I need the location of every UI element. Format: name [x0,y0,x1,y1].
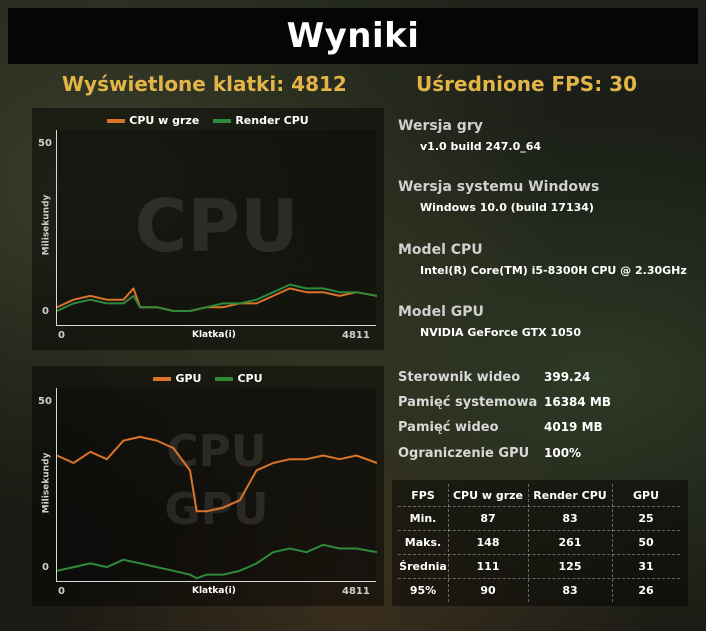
gpu-chart-legend: GPU CPU [32,372,384,385]
header-cell: Render CPU [533,488,607,502]
cpu-model-value: Intel(R) Core(TM) i5-8300H CPU @ 2.30GHz [420,264,687,277]
legend-label: CPU w grze [129,114,200,127]
row-label: Średnia [399,560,447,573]
average-fps-stat: Uśrednione FPS: 30 [416,72,638,96]
legend-item-render-cpu: Render CPU [213,114,309,127]
video-driver-value: 399.24 [544,370,591,384]
frames-rendered-stat: Wyświetlone klatki: 4812 [62,72,347,96]
fps-table-header: FPS CPU w grze Render CPU GPU [398,484,680,506]
table-row: Min. 87 83 25 [398,506,680,530]
row-label: Min. [409,512,437,525]
gpu-limit-label: Ograniczenie GPU [398,446,530,461]
system-memory-label: Pamięć systemowa [398,395,538,410]
table-cell: 261 [558,536,582,549]
table-column-divider [528,484,529,602]
row-label: 95% [409,584,437,597]
gpu-chart-svg [57,435,377,580]
table-cell: 25 [638,512,654,525]
system-memory-row: Pamięć systemowa 16384 MB [398,395,698,410]
y-axis-max-label: 50 [38,396,52,407]
gpu-series-line-gpu [57,435,377,513]
gpu-model-label: Model GPU [398,304,484,320]
gpu-limit-row: Ograniczenie GPU 100% [398,446,698,461]
header-cell: FPS [411,488,435,502]
system-memory-value: 16384 MB [544,395,612,409]
table-column-divider [448,484,449,602]
gpu-model-block: Model GPU NVIDIA GeForce GTX 1050 [398,304,581,339]
x-axis-min-label: 0 [58,586,65,597]
table-cell: 125 [558,560,582,573]
video-driver-label: Sterownik wideo [398,370,521,385]
table-row: 95% 90 83 26 [398,578,680,602]
table-row: Średnia 111 125 31 [398,554,680,578]
y-axis-min-label: 0 [42,562,49,573]
cpu-model-block: Model CPU Intel(R) Core(TM) i5-8300H CPU… [398,242,687,277]
gpu-limit-value: 100% [544,446,582,460]
x-axis-title: Klatka(i) [192,586,236,596]
x-axis-title: Klatka(i) [192,330,236,340]
y-axis-max-label: 50 [38,138,52,149]
page-title: Wyniki [286,16,420,56]
cpu-plot-area: CPU [56,130,377,326]
cpu-chart-legend: CPU w grze Render CPU [32,114,384,127]
x-axis-max-label: 4811 [342,330,370,341]
table-cell: 111 [476,560,500,573]
legend-label: GPU [175,372,202,385]
gpu-watermark-cpu: CPU [166,426,267,477]
table-column-divider [612,484,613,602]
game-version-block: Wersja gry v1.0 build 247.0_64 [398,118,541,153]
legend-item-cpu: CPU [215,372,263,385]
table-cell: 87 [480,512,496,525]
windows-version-block: Wersja systemu Windows Windows 10.0 (bui… [398,179,599,214]
cpu-series-line-render-cpu [57,283,377,312]
table-cell: 50 [638,536,654,549]
cpu-watermark: CPU [134,184,299,268]
cpu-chart-panel: CPU w grze Render CPU CPU 50 0 0 4811 Kl… [32,108,384,350]
table-cell: 26 [638,584,654,597]
cpu-series-line-cpu-w-grze [57,287,377,312]
video-memory-value: 4019 MB [544,420,603,434]
table-cell: 31 [638,560,654,573]
game-version-label: Wersja gry [398,118,483,134]
legend-swatch-orange [107,118,126,123]
x-axis-min-label: 0 [58,330,65,341]
table-row: Maks. 148 261 50 [398,530,680,554]
cpu-chart-svg [57,283,377,312]
gpu-series-line-cpu [57,543,377,580]
legend-label: Render CPU [235,114,309,127]
header-cell: GPU [632,488,660,502]
video-memory-label: Pamięć wideo [398,420,499,435]
windows-version-label: Wersja systemu Windows [398,179,600,195]
y-axis-title: Milisekundy [41,194,52,256]
legend-item-gpu: GPU [153,372,201,385]
gpu-chart-panel: GPU CPU CPU GPU 50 0 0 4811 Klatka(i) Mi… [32,366,384,606]
gpu-plot-area: CPU GPU [56,388,377,582]
legend-swatch-green [213,118,232,123]
fps-table-background [392,480,688,606]
y-axis-min-label: 0 [42,306,49,317]
legend-label: CPU [237,372,263,385]
game-version-value: v1.0 build 247.0_64 [420,140,542,153]
video-memory-row: Pamięć wideo 4019 MB [398,420,698,435]
row-label: Maks. [404,536,442,549]
x-axis-max-label: 4811 [342,586,370,597]
fps-table: FPS CPU w grze Render CPU GPU Min. 87 83… [398,484,680,602]
legend-swatch-green [215,376,234,381]
y-axis-title: Milisekundy [41,452,52,514]
cpu-model-label: Model CPU [398,242,483,258]
video-driver-row: Sterownik wideo 399.24 [398,370,698,385]
title-bar: Wyniki [8,8,698,64]
legend-swatch-orange [153,376,172,381]
table-cell: 83 [562,512,578,525]
windows-version-value: Windows 10.0 (build 17134) [420,201,594,214]
gpu-model-value: NVIDIA GeForce GTX 1050 [420,326,581,339]
header-cell: CPU w grze [452,488,524,502]
legend-item-cpu-game: CPU w grze [107,114,199,127]
table-cell: 83 [562,584,578,597]
table-cell: 90 [480,584,496,597]
table-cell: 148 [476,536,500,549]
